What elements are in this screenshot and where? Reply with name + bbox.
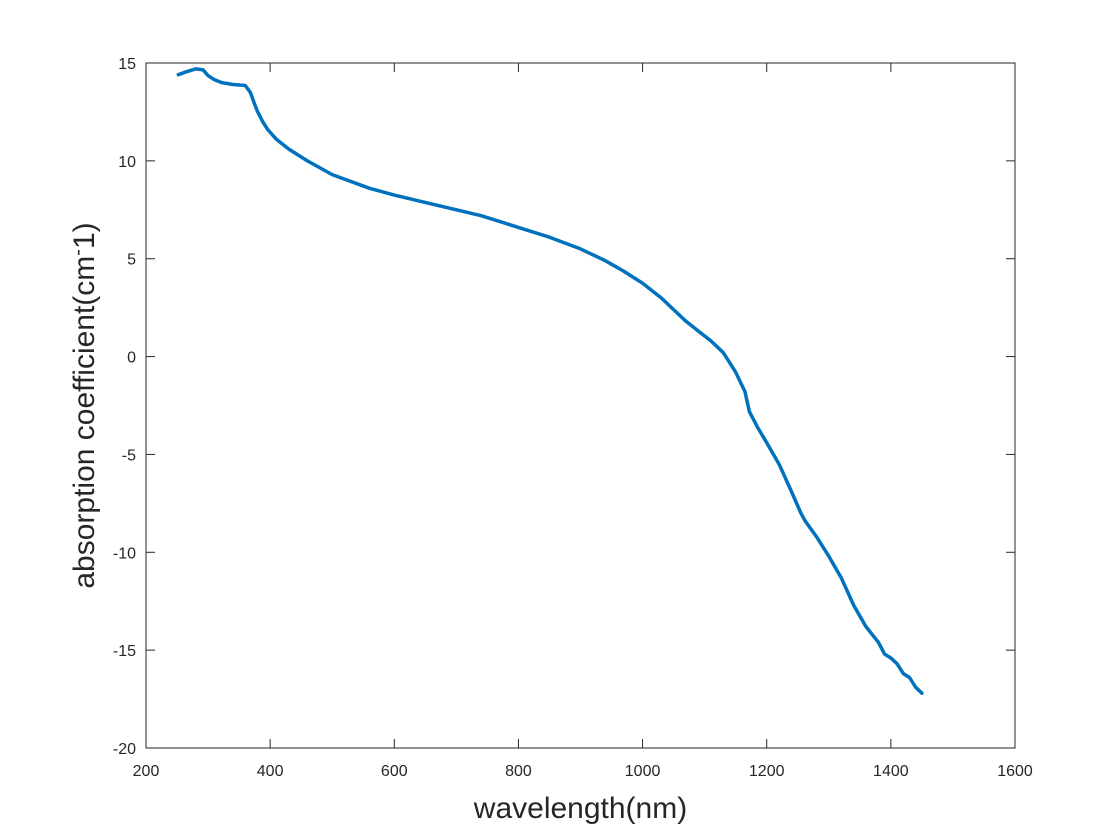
y-axis-title-tail: 1)	[68, 222, 101, 249]
y-tick-label-4: 0	[127, 350, 136, 367]
y-tick-label-1: -15	[113, 643, 136, 660]
y-tick-label-3: -5	[122, 447, 136, 464]
x-tick-label-6: 1400	[873, 763, 909, 780]
x-tick-label-3: 800	[505, 763, 532, 780]
x-tick-label-7: 1600	[997, 763, 1033, 780]
y-tick-label-0: -20	[113, 741, 136, 758]
series-layer	[176, 67, 924, 695]
y-axis-title-main: absorption coefficient(cm	[68, 256, 101, 589]
y-tick-label-2: -10	[113, 545, 136, 562]
plot-area-frame	[145, 62, 1016, 749]
x-tick-label-0: 200	[133, 763, 160, 780]
x-axis-title: wavelength(nm)	[473, 792, 687, 825]
x-tick-label-4: 1000	[625, 763, 661, 780]
y-tick-label-6: 10	[118, 154, 136, 171]
x-tick-label-1: 400	[257, 763, 284, 780]
y-axis-title: absorption coefficient(cm-1)	[67, 222, 101, 588]
x-tick-label-5: 1200	[749, 763, 785, 780]
y-tick-label-5: 5	[127, 252, 136, 269]
y-axis-title-superscript: -	[67, 249, 89, 256]
x-tick-label-2: 600	[381, 763, 408, 780]
series-line-0	[176, 67, 924, 695]
tick-labels-layer: 200 400 600 800 1000 1200 1400 1600 -20 -15 -10 -5 0…	[113, 56, 1033, 780]
y-tick-label-7: 15	[118, 56, 136, 73]
